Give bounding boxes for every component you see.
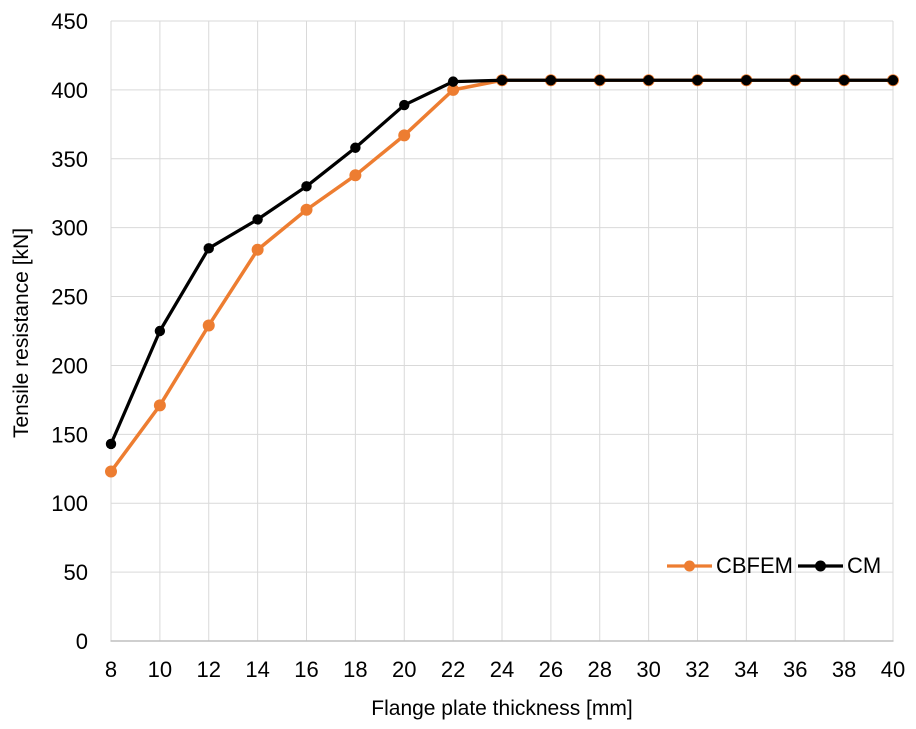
series-marker-cm xyxy=(105,438,117,450)
series-marker-cm xyxy=(838,75,850,86)
legend-item-cbfem: CBFEM xyxy=(666,555,793,577)
series-marker-cbfem xyxy=(300,203,313,216)
legend-label-cbfem: CBFEM xyxy=(716,553,793,578)
x-tick-label: 16 xyxy=(294,657,318,682)
series-marker-cm xyxy=(496,75,508,86)
x-tick-label: 34 xyxy=(734,657,758,682)
x-tick-label: 24 xyxy=(490,657,514,682)
series-marker-cbfem xyxy=(251,243,264,256)
x-tick-label: 10 xyxy=(148,657,172,682)
series-marker-cbfem xyxy=(153,399,166,412)
y-tick-label: 250 xyxy=(51,285,88,310)
legend-item-cm: CM xyxy=(797,555,881,577)
series-marker-cm xyxy=(447,76,459,87)
series-marker-cm xyxy=(350,142,361,153)
x-tick-label: 26 xyxy=(539,657,563,682)
y-tick-label: 350 xyxy=(51,147,88,172)
y-tick-label: 400 xyxy=(51,78,88,103)
x-tick-label: 14 xyxy=(245,657,269,682)
x-tick-label: 40 xyxy=(881,657,905,682)
x-tick-label: 32 xyxy=(685,657,709,682)
series-marker-cbfem xyxy=(105,465,117,478)
series-marker-cm xyxy=(692,75,703,86)
x-tick-label: 22 xyxy=(441,657,465,682)
series-marker-cm xyxy=(643,75,654,86)
series-marker-cbfem xyxy=(447,83,460,96)
x-axis-title: Flange plate thickness [mm] xyxy=(371,697,633,720)
series-marker-cm xyxy=(301,181,312,192)
series-marker-cm xyxy=(154,325,166,337)
cbfem-line-marker-icon xyxy=(667,560,712,572)
x-tick-label: 20 xyxy=(392,657,416,682)
series-marker-cm xyxy=(741,75,752,86)
series-marker-cm xyxy=(203,243,214,254)
series-marker-cbfem xyxy=(202,319,215,332)
y-tick-label: 150 xyxy=(51,422,88,447)
series-marker-cm xyxy=(790,75,801,86)
y-tick-label: 200 xyxy=(51,353,88,378)
series-marker-cm xyxy=(252,214,263,225)
series-marker-cbfem xyxy=(398,129,411,142)
series-marker-cm xyxy=(594,75,605,86)
x-tick-label: 8 xyxy=(105,657,117,682)
x-tick-label: 36 xyxy=(783,657,807,682)
y-axis-title: Tensile resistance [kN] xyxy=(10,227,33,439)
series-marker-cm xyxy=(545,75,557,86)
series-marker-cm xyxy=(887,75,899,86)
y-tick-label: 100 xyxy=(51,491,88,516)
legend-label-cm: CM xyxy=(847,553,882,578)
x-tick-label: 30 xyxy=(636,657,660,682)
cm-line-marker-icon xyxy=(798,560,843,572)
legend: CBFEM CM xyxy=(666,553,881,579)
y-tick-label: 300 xyxy=(51,216,88,241)
x-tick-label: 18 xyxy=(343,657,367,682)
series-marker-cm xyxy=(399,99,410,111)
series-marker-cbfem xyxy=(349,169,362,182)
x-tick-label: 28 xyxy=(588,657,612,682)
y-tick-label: 450 xyxy=(51,9,88,34)
x-tick-label: 38 xyxy=(832,657,856,682)
y-tick-label: 50 xyxy=(64,560,88,585)
y-tick-label: 0 xyxy=(76,629,88,654)
x-tick-label: 12 xyxy=(197,657,221,682)
